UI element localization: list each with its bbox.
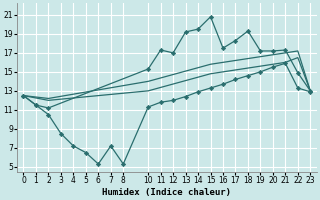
X-axis label: Humidex (Indice chaleur): Humidex (Indice chaleur) (102, 188, 231, 197)
